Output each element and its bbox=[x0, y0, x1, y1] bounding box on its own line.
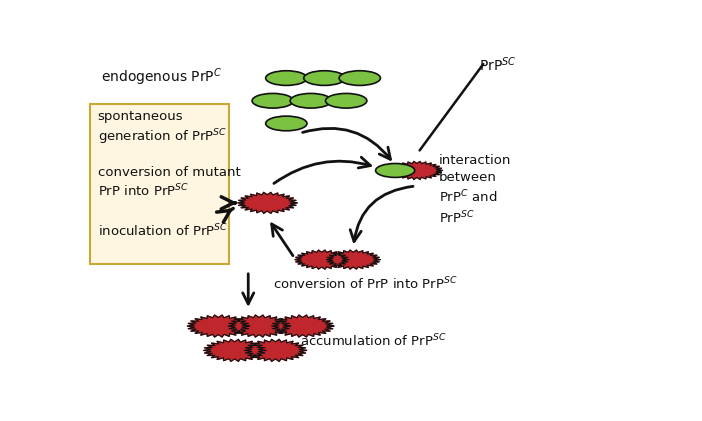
Text: spontaneous
generation of PrP$^{SC}$: spontaneous generation of PrP$^{SC}$ bbox=[98, 110, 227, 147]
Ellipse shape bbox=[265, 116, 307, 131]
Ellipse shape bbox=[376, 163, 415, 177]
Ellipse shape bbox=[252, 93, 293, 108]
Polygon shape bbox=[228, 315, 290, 337]
Polygon shape bbox=[295, 250, 349, 269]
Text: endogenous PrP$^{C}$: endogenous PrP$^{C}$ bbox=[101, 67, 223, 88]
Ellipse shape bbox=[339, 71, 380, 85]
Polygon shape bbox=[272, 315, 333, 337]
Ellipse shape bbox=[265, 71, 307, 85]
Text: conversion of mutant
PrP into PrP$^{SC}$: conversion of mutant PrP into PrP$^{SC}$ bbox=[98, 165, 240, 199]
Polygon shape bbox=[187, 315, 249, 337]
Polygon shape bbox=[392, 162, 442, 179]
Text: inoculation of PrP$^{SC}$: inoculation of PrP$^{SC}$ bbox=[98, 222, 227, 239]
Ellipse shape bbox=[304, 71, 345, 85]
Polygon shape bbox=[237, 192, 297, 213]
Ellipse shape bbox=[290, 93, 331, 108]
Polygon shape bbox=[244, 339, 307, 361]
Text: interaction
between
PrP$^{C}$ and
PrP$^{SC}$: interaction between PrP$^{C}$ and PrP$^{… bbox=[439, 154, 511, 226]
Text: PrP$^{SC}$: PrP$^{SC}$ bbox=[479, 56, 517, 74]
Text: conversion of PrP into PrP$^{SC}$: conversion of PrP into PrP$^{SC}$ bbox=[273, 276, 457, 293]
Ellipse shape bbox=[326, 93, 367, 108]
Polygon shape bbox=[326, 250, 380, 269]
FancyBboxPatch shape bbox=[91, 104, 230, 264]
Polygon shape bbox=[204, 339, 266, 361]
Text: accumulation of PrP$^{SC}$: accumulation of PrP$^{SC}$ bbox=[300, 333, 446, 350]
